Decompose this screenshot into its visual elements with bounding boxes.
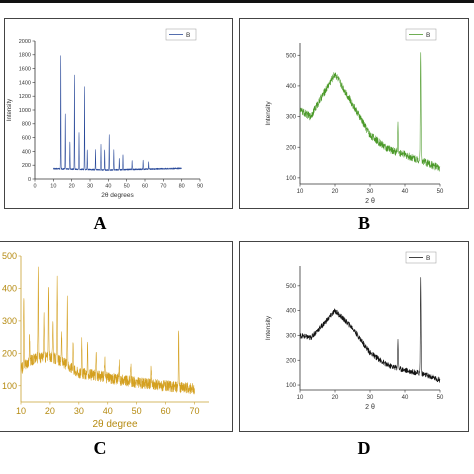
chart-a-svg: 0 10 20 30 40 50 60 70 80 90 0 200 400 600 800 1000 1200… (7, 28, 203, 199)
chart-b-x-tick-label: 20 (332, 189, 339, 195)
chart-a-y-tick-label: 800 (22, 122, 31, 128)
chart-a-y-tick-label: 1600 (19, 67, 31, 73)
panel-label-d: D (357, 438, 371, 458)
chart-c-x-tick-label: 30 (74, 406, 84, 416)
chart-b-x-axis-label: 2 θ (365, 198, 375, 205)
chart-a-y-tick-label: 1000 (19, 108, 31, 114)
chart-d-series-line (299, 277, 441, 383)
chart-b-x-tick-label: 50 (437, 189, 444, 195)
chart-a-series-line (53, 55, 182, 171)
chart-d-x-tick-label: 10 (297, 395, 304, 401)
chart-d-legend-label: B (426, 255, 430, 262)
chart-c-x-tick-label: 50 (132, 406, 142, 416)
chart-d-y-tick-label: 300 (286, 334, 297, 340)
panel-d: 10 20 30 40 50 100 200 300 400 500 2 θ Intensity B (239, 241, 469, 432)
panel-a: 0 10 20 30 40 50 60 70 80 90 0 200 400 600 800 1000 1200… (4, 18, 233, 209)
chart-b-series-line (299, 52, 441, 172)
chart-b-y-tick-label: 400 (286, 84, 297, 90)
chart-c-svg: 10 20 30 40 50 60 70 100 200 300 400 500 2θ degree (2, 251, 209, 430)
chart-b-legend: B (405, 28, 437, 41)
chart-d-y-tick-label: 200 (286, 358, 297, 364)
chart-c-y-tick-label: 500 (2, 251, 17, 261)
chart-a-x-tick-label: 80 (179, 184, 185, 190)
panel-label-a: A (93, 213, 107, 233)
chart-d-x-tick-label: 30 (367, 395, 374, 401)
chart-b-y-tick-label: 500 (286, 53, 297, 59)
chart-d-y-tick-label: 500 (286, 284, 297, 290)
chart-a-y-tick-label: 1800 (19, 53, 31, 59)
chart-a-y-tick-label: 0 (28, 177, 31, 183)
panel-label-b: B (357, 213, 370, 233)
top-border-bar (0, 0, 474, 3)
chart-b-y-tick-label: 100 (286, 176, 297, 182)
chart-c-x-tick-label: 40 (103, 406, 113, 416)
chart-a-x-tick-label: 10 (50, 184, 56, 190)
panel-b: 10 20 30 40 50 100 200 300 400 500 2 θ Intensity B (239, 18, 469, 209)
chart-b-legend-label: B (426, 32, 430, 39)
chart-a-x-tick-label: 40 (105, 184, 111, 190)
chart-a-y-tick-label: 1400 (19, 80, 31, 86)
chart-a-x-tick-label: 70 (160, 184, 166, 190)
chart-c-y-tick-label: 300 (2, 316, 17, 326)
chart-c-x-axis-label: 2θ degree (92, 419, 137, 430)
chart-c-x-tick-label: 10 (16, 406, 26, 416)
chart-c-x-tick-label: 60 (161, 406, 171, 416)
chart-a-y-tick-label: 400 (22, 149, 31, 155)
chart-a-legend: B (165, 28, 197, 41)
chart-a-x-tick-label: 30 (87, 184, 93, 190)
chart-d-y-tick-label: 100 (286, 383, 297, 389)
chart-c-y-tick-label: 100 (2, 381, 17, 391)
chart-b-y-axis-label: Intensity (265, 101, 272, 126)
panel-c: 10 20 30 40 50 60 70 100 200 300 400 500 2θ degree (0, 241, 233, 432)
chart-b-y-tick-label: 200 (286, 145, 297, 151)
chart-c-y-tick-label: 400 (2, 284, 17, 294)
chart-a-y-tick-label: 1200 (19, 94, 31, 100)
chart-d-x-tick-label: 40 (402, 395, 409, 401)
chart-a-y-tick-label: 600 (22, 136, 31, 142)
chart-b-x-tick-label: 40 (402, 189, 409, 195)
chart-c-series-line (20, 266, 195, 395)
chart-a-legend-label: B (186, 32, 190, 39)
chart-c-y-tick-label: 200 (2, 348, 17, 358)
chart-a-x-tick-label: 60 (142, 184, 148, 190)
chart-d-svg: 10 20 30 40 50 100 200 300 400 500 2 θ Intensity B (265, 251, 444, 411)
chart-a-x-tick-label: 90 (197, 184, 203, 190)
chart-a-y-tick-label: 2000 (19, 39, 31, 45)
chart-a-x-tick-label: 0 (33, 184, 36, 190)
chart-a-x-axis-label: 2θ degrees (101, 192, 134, 199)
chart-b-x-tick-label: 10 (297, 189, 304, 195)
chart-a-y-axis-label: Intensity (7, 99, 13, 121)
chart-d-x-axis-label: 2 θ (365, 404, 375, 411)
chart-a-y-tick-label: 200 (22, 163, 31, 169)
chart-d-x-tick-label: 20 (332, 395, 339, 401)
chart-c-x-tick-label: 70 (190, 406, 200, 416)
chart-d-y-tick-label: 400 (286, 309, 297, 315)
chart-a-x-tick-label: 50 (124, 184, 130, 190)
chart-b-y-tick-label: 300 (286, 115, 297, 121)
chart-d-legend: B (405, 251, 437, 264)
chart-b-x-tick-label: 30 (367, 189, 374, 195)
chart-b-svg: 10 20 30 40 50 100 200 300 400 500 2 θ Intensity B (265, 28, 444, 205)
chart-c-x-tick-label: 20 (45, 406, 55, 416)
chart-a-x-tick-label: 20 (69, 184, 75, 190)
chart-d-x-tick-label: 50 (437, 395, 444, 401)
panel-label-c: C (93, 438, 107, 458)
chart-d-y-axis-label: Intensity (265, 315, 272, 340)
